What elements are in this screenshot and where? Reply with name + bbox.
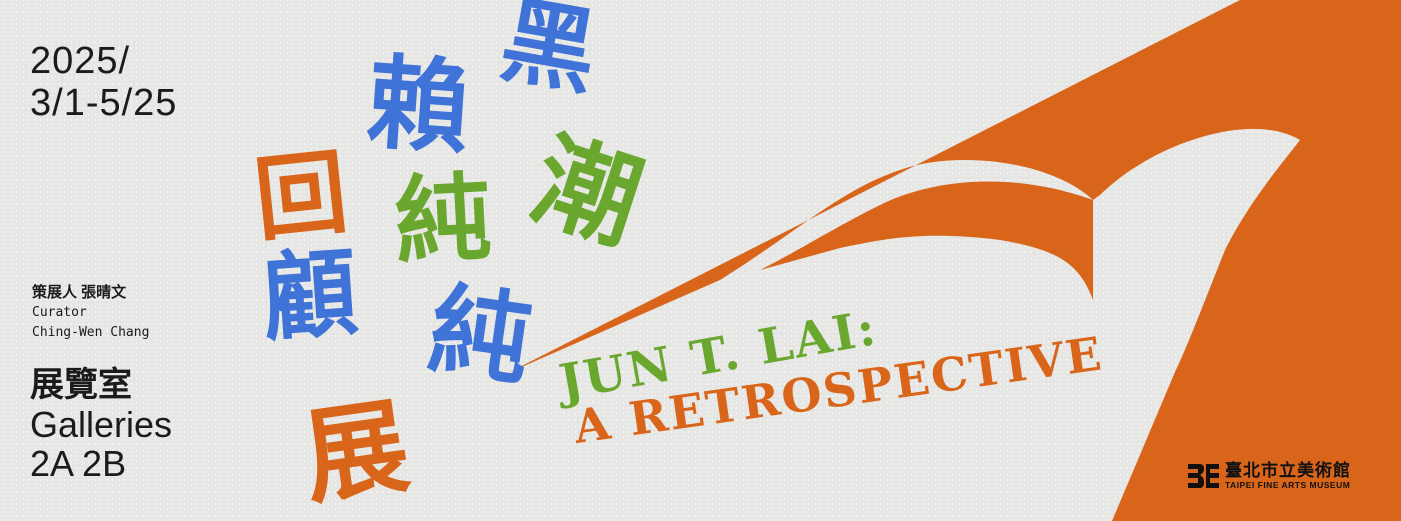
- title-cn-char: 展: [295, 383, 416, 520]
- tfam-logo-icon: [1188, 464, 1219, 488]
- title-cn-char: 回: [249, 137, 353, 255]
- museum-logo: 臺北市立美術館 TAIPEI FINE ARTS MUSEUM: [1186, 461, 1351, 491]
- gallery-en: Galleries: [30, 404, 173, 445]
- title-cn-char: 顧: [258, 235, 362, 356]
- curator-label: Curator: [32, 305, 87, 320]
- date-range: 3/1-5/25: [30, 82, 178, 124]
- date-year: 2025/: [30, 40, 131, 82]
- curator-info: 策展人 張晴文 Curator Ching-Wen Chang: [32, 283, 149, 343]
- gallery-rooms: 2A 2B: [30, 443, 127, 484]
- title-cn-char: 純: [392, 160, 494, 279]
- gallery-cn: 展覽室: [30, 366, 132, 404]
- title-cn-char: 黑: [493, 0, 605, 110]
- gallery-info: 展覽室 Galleries 2A 2B: [30, 366, 172, 483]
- curator-cn: 策展人 張晴文: [32, 284, 127, 301]
- title-cn-char: 純: [422, 269, 538, 401]
- exhibition-dates: 2025/ 3/1-5/25: [30, 40, 177, 124]
- title-cn-char: 賴: [363, 42, 475, 170]
- museum-name-en: TAIPEI FINE ARTS MUSEUM: [1225, 480, 1351, 490]
- curator-name: Ching-Wen Chang: [32, 325, 150, 340]
- museum-name-cn: 臺北市立美術館: [1225, 461, 1351, 480]
